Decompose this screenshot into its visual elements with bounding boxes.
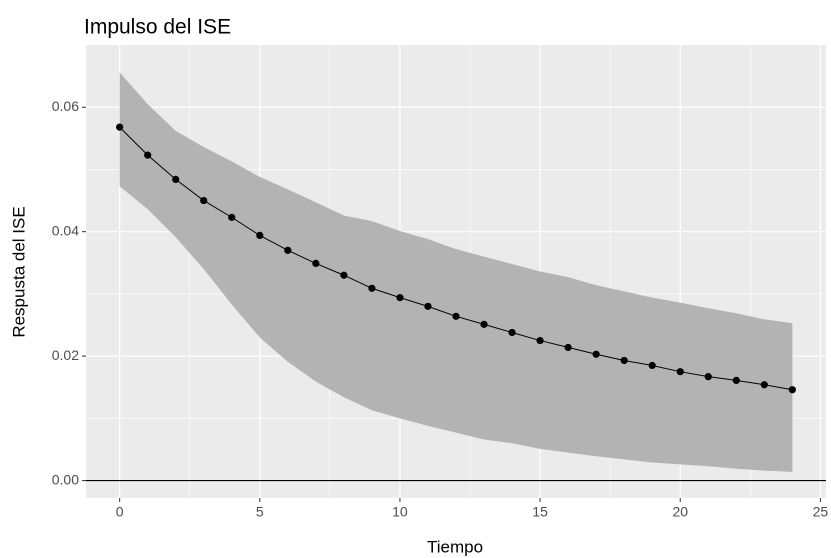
point: [200, 196, 208, 205]
point: [676, 368, 684, 376]
x-tick-label: 15: [532, 504, 548, 520]
point: [256, 231, 264, 240]
point: [760, 381, 768, 389]
point: [508, 328, 516, 337]
point: [592, 350, 600, 358]
point: [284, 246, 292, 254]
point: [704, 373, 712, 381]
point: [144, 151, 152, 159]
x-tick-label: 10: [392, 504, 408, 520]
point: [480, 320, 488, 328]
point: [340, 271, 348, 279]
point: [536, 336, 544, 345]
point: [312, 259, 320, 268]
x-tick-label: 20: [672, 504, 688, 520]
point: [788, 386, 796, 394]
point: [228, 213, 236, 221]
point: [368, 284, 376, 292]
point: [172, 175, 180, 184]
point: [648, 361, 656, 370]
y-tick-label: 0.04: [52, 222, 79, 238]
point: [732, 376, 740, 384]
x-tick-label: 25: [813, 504, 829, 520]
x-axis-label: Tiempo: [427, 537, 483, 556]
y-axis-label: Respusta del ISE: [9, 206, 28, 337]
point: [564, 343, 572, 352]
point: [116, 123, 124, 131]
point: [620, 356, 628, 365]
y-tick-label: 0.00: [52, 471, 79, 487]
y-tick-label: 0.06: [52, 98, 79, 114]
point: [396, 294, 404, 302]
chart-title: Impulso del ISE: [84, 16, 231, 39]
x-tick-label: 5: [256, 504, 264, 520]
x-tick-label: 0: [116, 504, 124, 520]
point: [424, 302, 432, 310]
point: [452, 312, 460, 320]
y-tick-label: 0.02: [52, 347, 79, 363]
confidence-band: [119, 72, 793, 472]
